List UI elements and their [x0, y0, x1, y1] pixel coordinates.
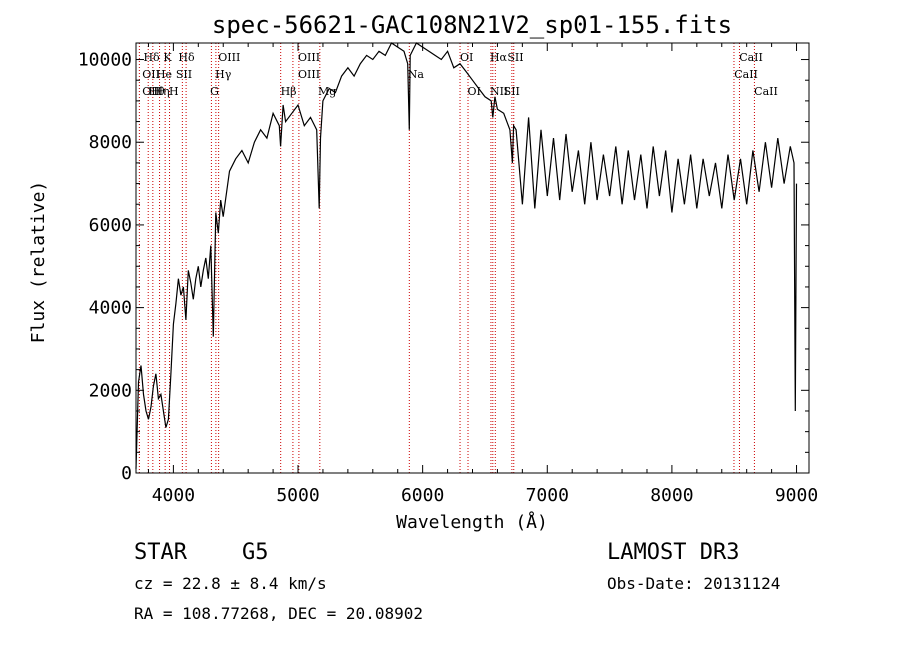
line-label-8: H	[169, 85, 179, 98]
plot-frame	[135, 42, 810, 474]
line-label-19: OI	[468, 85, 481, 98]
line-label-22: NII	[490, 85, 508, 98]
line-label-23: SII	[504, 85, 520, 98]
line-label-4: Hη	[153, 85, 169, 98]
y-tick-label-1: 2000	[89, 380, 132, 401]
line-label-7: SII	[176, 68, 192, 81]
line-label-15: Hβ	[281, 85, 297, 98]
y-tick-label-3: 6000	[89, 215, 132, 236]
line-label-21: SII	[507, 51, 523, 64]
survey-name: LAMOST DR3	[607, 540, 740, 565]
line-label-5: He	[156, 68, 172, 81]
line-label-20: Hα	[490, 51, 508, 64]
line-label-13: OIII	[298, 51, 320, 64]
y-tick-label-0: 0	[121, 463, 132, 484]
line-label-17: Na	[408, 68, 425, 81]
coordinates: RA = 108.77268, DEC = 20.08902	[134, 604, 423, 623]
subclass: G5	[242, 540, 269, 565]
x-tick-label-0: 4000	[152, 485, 195, 506]
x-tick-label-5: 9000	[775, 485, 818, 506]
chart-title: spec-56621-GAC108N21V2_sp01-155.fits	[212, 11, 732, 39]
line-label-11: Hγ	[215, 68, 232, 81]
y-tick-label-2: 4000	[89, 298, 132, 319]
line-label-24: CaII	[739, 51, 763, 64]
line-label-14: OIII	[298, 68, 320, 81]
line-label-9: Hδ	[178, 51, 195, 64]
line-label-3: Hθ	[148, 85, 165, 98]
y-tick-label-4: 8000	[89, 132, 132, 153]
line-label-25: CaII	[734, 68, 758, 81]
x-tick-label-2: 6000	[401, 485, 444, 506]
line-label-2: OII	[142, 85, 160, 98]
redshift-value: cz = 22.8 ± 8.4 km/s	[134, 574, 327, 593]
line-label-10: OIII	[218, 51, 240, 64]
y-tick-label-5: 10000	[78, 50, 132, 71]
x-tick-label-4: 8000	[650, 485, 693, 506]
line-label-6: K	[163, 51, 172, 64]
object-class: STAR	[134, 540, 187, 565]
y-axis-label: Flux (relative)	[28, 181, 49, 344]
line-label-1: OII	[142, 68, 160, 81]
line-label-18: OI	[460, 51, 473, 64]
x-tick-label-3: 7000	[526, 485, 569, 506]
line-label-12: G	[210, 85, 219, 98]
line-label-26: CaII	[754, 85, 778, 98]
x-axis-label: Wavelength (Å)	[396, 511, 548, 533]
line-label-0: Hδ	[143, 51, 160, 64]
x-tick-label-1: 5000	[276, 485, 319, 506]
spectrum-line	[135, 42, 798, 469]
obs-date: Obs-Date: 20131124	[607, 574, 781, 593]
